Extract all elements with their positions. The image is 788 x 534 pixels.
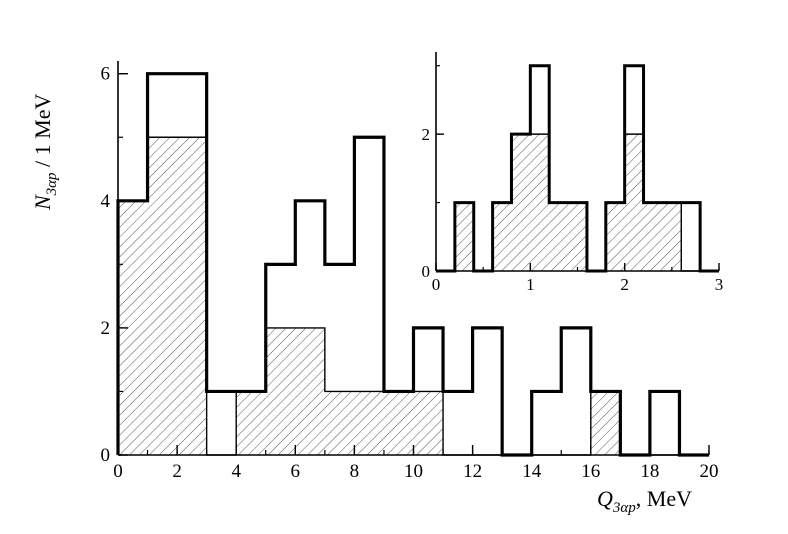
x-tick-label: 1: [526, 275, 535, 294]
x-tick-label: 6: [291, 461, 301, 482]
hatched-bar: [511, 134, 531, 271]
y-tick-label: 0: [422, 262, 431, 281]
y-tick-label: 2: [422, 125, 431, 144]
hatched-bar: [549, 202, 569, 271]
hatched-bar: [324, 391, 355, 455]
hatched-bar: [530, 134, 550, 271]
x-tick-label: 10: [404, 461, 423, 482]
hatched-bar: [413, 391, 444, 455]
hatched-bar: [383, 391, 414, 455]
x-tick-label: 4: [231, 461, 241, 482]
hatched-bar: [295, 327, 325, 455]
hatched-bar: [236, 391, 266, 455]
x-tick-label: 0: [113, 461, 123, 482]
x-axis-title: Q3αp, MeV: [597, 486, 692, 516]
y-tick-label: 6: [101, 64, 111, 85]
inset-histogram: 0 1 2 3 0 2: [422, 52, 724, 294]
y-tick-label: 4: [101, 191, 111, 212]
x-tick-label: 8: [350, 461, 360, 482]
hatched-bar: [354, 391, 384, 455]
hatched-bar: [454, 202, 474, 271]
hatched-bar: [492, 202, 512, 271]
y-tick-label: 2: [101, 318, 111, 339]
x-tick-label: 16: [581, 461, 600, 482]
x-tick-label: 18: [640, 461, 659, 482]
x-tick-label: 2: [172, 461, 182, 482]
hatched-bar: [265, 327, 296, 455]
hatched-bar: [147, 137, 178, 456]
x-tick-label: 14: [522, 461, 542, 482]
x-tick-label: 12: [463, 461, 482, 482]
hatched-bar: [568, 202, 587, 271]
y-tick-label: 0: [101, 445, 111, 466]
x-tick-label: 3: [715, 275, 724, 294]
x-tick-label: 0: [432, 275, 441, 294]
x-tick-label: 2: [620, 275, 629, 294]
hatched-bar: [624, 134, 644, 271]
hatched-bar: [662, 202, 682, 271]
hatched-bar: [643, 202, 663, 271]
x-tick-label: 20: [700, 461, 719, 482]
hatched-bar: [590, 391, 621, 455]
hatched-bar: [177, 137, 207, 456]
y-axis-title: N3αp / 1 MeV: [30, 93, 60, 211]
open-histogram-outline: [116, 72, 709, 457]
hatched-bar: [605, 202, 625, 271]
